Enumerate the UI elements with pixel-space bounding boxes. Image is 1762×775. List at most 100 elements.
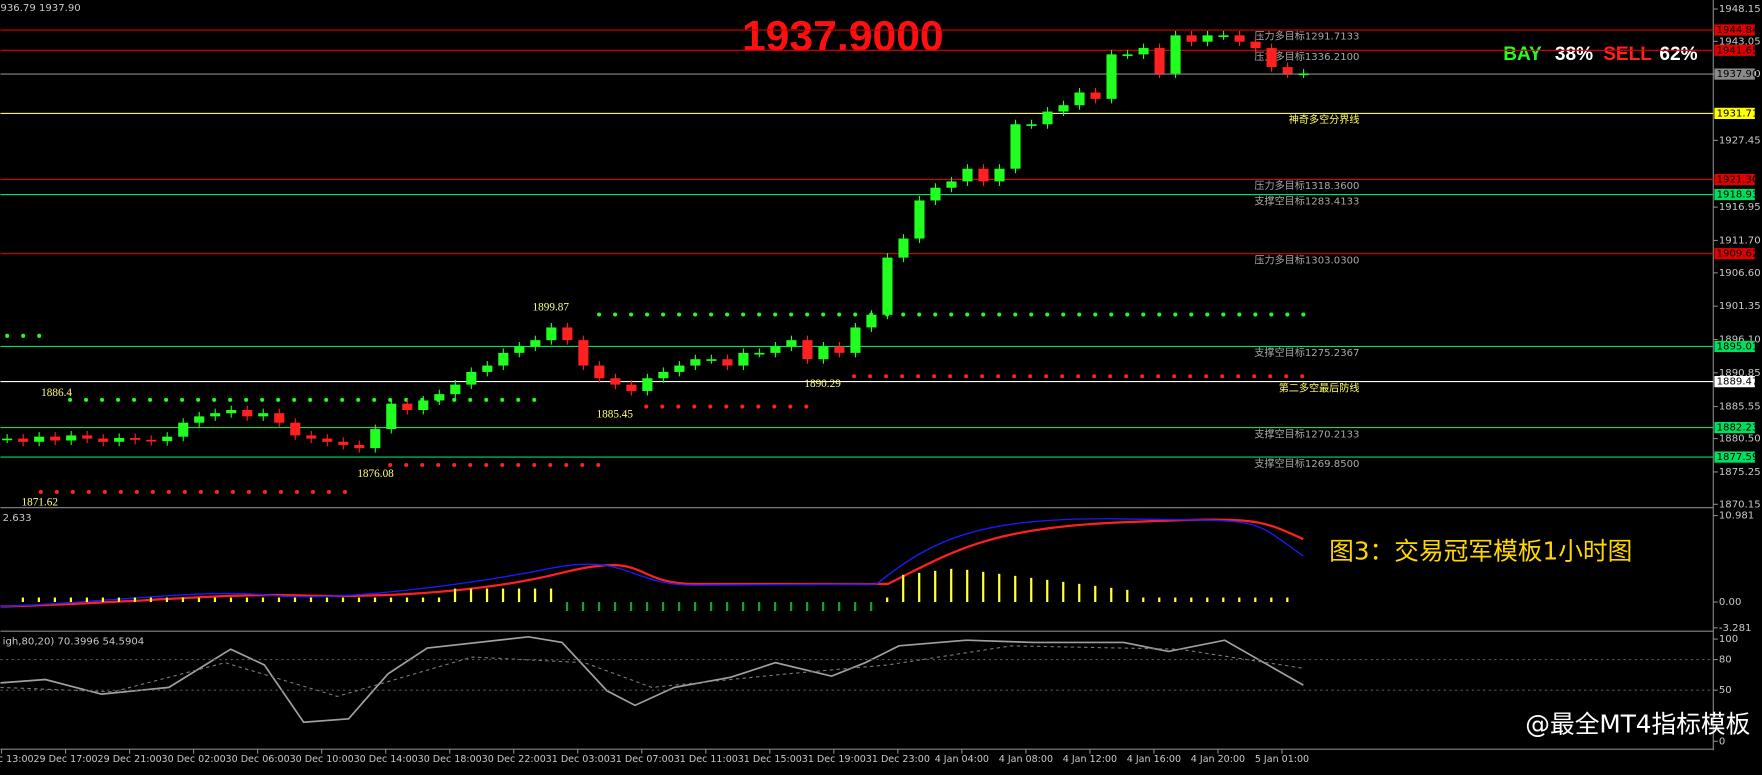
candle bbox=[802, 340, 813, 360]
x-tick-label: 30 Dec 14:00 bbox=[354, 754, 418, 765]
signal-dot bbox=[677, 312, 682, 317]
y-tick-label: 1875.25 bbox=[1719, 467, 1761, 478]
candle bbox=[738, 352, 749, 366]
candle bbox=[146, 439, 157, 442]
signal-dot bbox=[757, 312, 762, 317]
signal-dot bbox=[1285, 312, 1290, 317]
stoch-line bbox=[0, 635, 1304, 724]
y-tick-label: 0.00 bbox=[1719, 597, 1741, 608]
candle bbox=[162, 436, 173, 442]
level-tag-label: 1889.47 bbox=[1717, 377, 1759, 388]
level-tag bbox=[1714, 451, 1755, 463]
signal-dot bbox=[166, 489, 171, 494]
signal-dot bbox=[580, 462, 585, 468]
y-tick-label: 80 bbox=[1719, 655, 1732, 666]
signal-dot bbox=[5, 333, 10, 338]
candle bbox=[514, 346, 525, 353]
signal-dot bbox=[932, 374, 937, 379]
signal-dot bbox=[308, 397, 313, 402]
signal-dot bbox=[1093, 312, 1098, 317]
signal-dot bbox=[964, 374, 969, 379]
x-tick-label: 4 Jan 04:00 bbox=[935, 754, 989, 765]
level-tag-label: 1931.71 bbox=[1717, 108, 1759, 119]
candle bbox=[1266, 48, 1277, 68]
candle bbox=[1170, 35, 1181, 74]
candle bbox=[818, 346, 829, 360]
candle bbox=[674, 365, 685, 372]
signal-dot bbox=[837, 312, 842, 317]
signal-dot bbox=[773, 312, 778, 317]
candle bbox=[1186, 35, 1197, 42]
signal-dot bbox=[372, 397, 377, 402]
candle bbox=[402, 403, 413, 411]
signal-dot bbox=[1141, 312, 1146, 317]
candle bbox=[642, 378, 653, 391]
panel-note: 图3：交易冠军模板1小时图 bbox=[1329, 537, 1632, 566]
y-tick-label: 1916.95 bbox=[1719, 202, 1761, 213]
signal-dot bbox=[1077, 312, 1082, 317]
signal-dot bbox=[182, 489, 187, 494]
candle bbox=[978, 168, 989, 182]
signal-dot bbox=[84, 397, 89, 402]
x-tick-label: 4 Jan 20:00 bbox=[1191, 754, 1245, 765]
level-tag bbox=[1714, 376, 1755, 388]
signal-dot bbox=[1044, 374, 1049, 379]
y-tick-label: 1901.35 bbox=[1719, 301, 1761, 312]
candle bbox=[290, 422, 301, 436]
candle bbox=[226, 410, 237, 414]
signal-dot bbox=[116, 397, 121, 402]
buy-value: 38% bbox=[1555, 44, 1593, 65]
signal-dot bbox=[708, 404, 713, 409]
signal-dot bbox=[1237, 312, 1242, 317]
candle bbox=[1282, 67, 1293, 74]
level-tag bbox=[1714, 107, 1755, 120]
y-tick-label: 1906.60 bbox=[1719, 268, 1761, 279]
signal-dot bbox=[436, 462, 441, 468]
candle bbox=[1058, 105, 1069, 112]
candle bbox=[914, 200, 925, 239]
signal-dot bbox=[150, 489, 155, 494]
x-tick-label: 31 Dec 11:00 bbox=[674, 754, 738, 765]
signal-dot bbox=[725, 312, 730, 317]
level-text: 压力多目标1291.7133 bbox=[1254, 30, 1359, 43]
y-tick-label: 0 bbox=[1719, 736, 1725, 747]
candle bbox=[994, 168, 1005, 182]
candle bbox=[1106, 54, 1117, 99]
signal-dot bbox=[148, 397, 153, 402]
candle bbox=[34, 436, 45, 442]
signal-dot bbox=[1205, 312, 1210, 317]
candle bbox=[754, 352, 765, 355]
candle bbox=[210, 413, 221, 417]
candle bbox=[98, 438, 109, 442]
signal-dot bbox=[804, 404, 809, 409]
signal-dot bbox=[996, 374, 1001, 379]
price-annotation: 1871.62 bbox=[21, 496, 57, 508]
signal-dot bbox=[900, 374, 905, 379]
level-tag-label: 1882.23 bbox=[1717, 423, 1759, 434]
signal-dot bbox=[821, 312, 826, 317]
candle bbox=[2, 438, 13, 441]
signal-dot bbox=[484, 462, 489, 468]
signal-dot bbox=[645, 312, 650, 317]
signal-dot bbox=[1092, 374, 1097, 379]
signal-dot bbox=[244, 397, 249, 402]
y-tick-label: 1896.10 bbox=[1719, 335, 1761, 346]
signal-dot bbox=[342, 489, 347, 494]
signal-dot bbox=[709, 312, 714, 317]
x-tick-label: 29 Dec 17:00 bbox=[34, 754, 98, 765]
level-text: 支撑空目标1269.8500 bbox=[1254, 457, 1359, 470]
level-text: 支撑空目标1275.2367 bbox=[1254, 346, 1359, 359]
candle bbox=[114, 437, 125, 442]
candle bbox=[338, 441, 349, 445]
signal-dot bbox=[724, 404, 729, 409]
level-text: 神奇多空分界线 bbox=[1289, 113, 1360, 126]
sell-value: 62% bbox=[1659, 44, 1697, 65]
candle bbox=[610, 378, 621, 385]
level-tag bbox=[1714, 24, 1755, 36]
stoch-header: igh,80,20) 70.3996 54.5904 bbox=[3, 636, 145, 647]
level-tag bbox=[1714, 44, 1755, 56]
signal-dot bbox=[1012, 374, 1017, 379]
candle bbox=[418, 400, 429, 411]
signal-dot bbox=[1252, 374, 1257, 379]
candle bbox=[242, 410, 253, 417]
